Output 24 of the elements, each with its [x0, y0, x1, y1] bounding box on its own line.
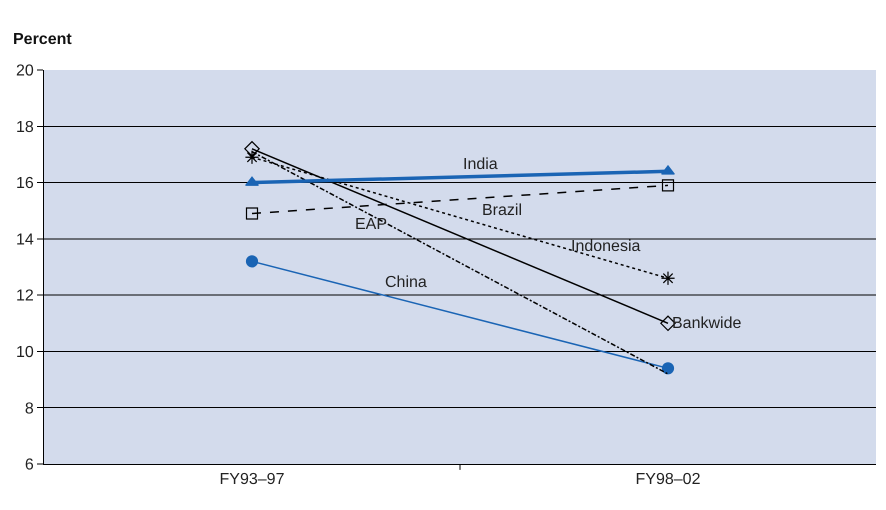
y-tick-label: 18: [16, 118, 34, 136]
point: [662, 179, 674, 192]
y-tick-label: 16: [16, 175, 34, 192]
x-tick-label: FY98–02: [636, 471, 701, 488]
x-tick-label: FY93–97: [220, 471, 285, 488]
series-label: EAP: [355, 216, 388, 233]
series-label: Brazil: [482, 202, 522, 219]
series-label: Indonesia: [571, 238, 640, 255]
point: [244, 141, 260, 157]
point: [244, 150, 260, 164]
y-tick-label: 12: [16, 288, 34, 305]
series-label: Bankwide: [672, 315, 742, 332]
point: [246, 207, 258, 220]
y-tick-label: 20: [16, 62, 34, 80]
y-tick-label: 14: [16, 231, 34, 248]
y-tick-label: 8: [24, 400, 34, 418]
y-axis-title: Percent: [13, 31, 72, 48]
point: [246, 255, 258, 268]
series-label: China: [385, 274, 427, 291]
point: [660, 271, 676, 286]
y-tick-label: 10: [16, 344, 34, 362]
y-tick-label: 6: [24, 456, 34, 474]
series-label: India: [463, 156, 498, 173]
point: [662, 362, 674, 374]
